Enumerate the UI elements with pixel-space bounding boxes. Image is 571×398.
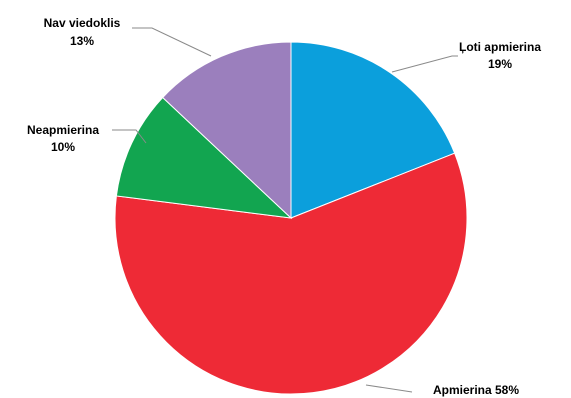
leader-line <box>132 27 212 57</box>
pie-slice-nav-viedoklis <box>161 41 292 220</box>
pie-slice-neapmierina <box>115 96 293 219</box>
slice-percent-label: 10% <box>51 140 75 154</box>
leader-line <box>365 384 413 393</box>
slice-percent-label: 13% <box>70 34 94 48</box>
slice-label: Neapmierina <box>27 123 99 137</box>
leader-line <box>112 129 147 144</box>
slice-label: Nav viedoklis <box>44 16 121 30</box>
leader-lines-group <box>112 27 458 393</box>
labels-group: Ļoti apmierina 19% Apmierina 58% Neapmierin… <box>27 16 541 397</box>
slice-percent-label: 19% <box>488 57 512 71</box>
slices-group <box>114 41 468 395</box>
pie-slice-apmierina <box>114 152 468 395</box>
slice-label: Apmierina 58% <box>433 383 519 397</box>
leader-line <box>391 55 458 73</box>
pie-slice-oti-apmierina <box>290 41 456 219</box>
slice-label: Ļoti apmierina <box>459 40 541 54</box>
